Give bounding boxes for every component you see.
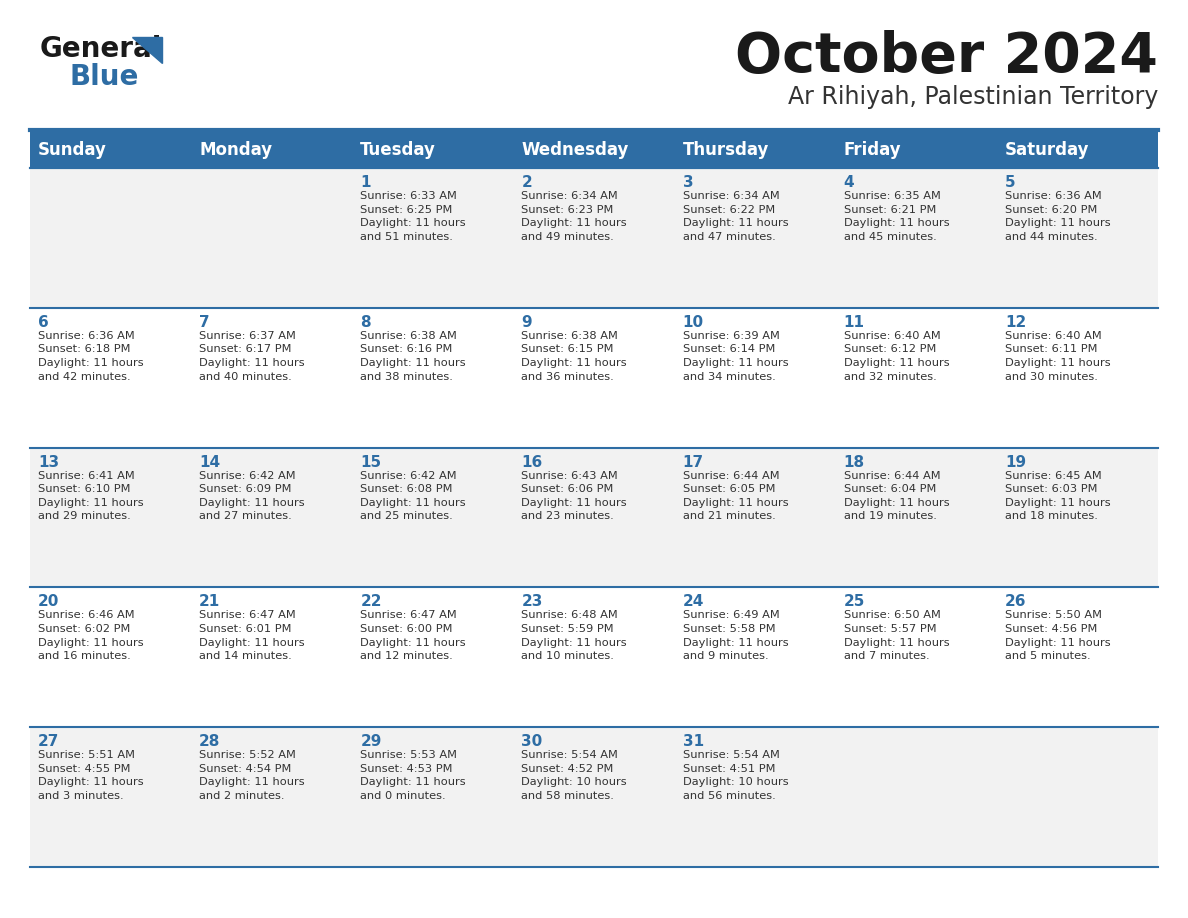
- Text: 30: 30: [522, 734, 543, 749]
- Text: 5: 5: [1005, 175, 1016, 190]
- Text: 9: 9: [522, 315, 532, 330]
- Text: 27: 27: [38, 734, 59, 749]
- Text: 13: 13: [38, 454, 59, 470]
- Text: 24: 24: [683, 594, 704, 610]
- Text: 8: 8: [360, 315, 371, 330]
- Text: Sunrise: 6:44 AM
Sunset: 6:04 PM
Daylight: 11 hours
and 19 minutes.: Sunrise: 6:44 AM Sunset: 6:04 PM Dayligh…: [843, 471, 949, 521]
- Bar: [30, 308, 1158, 448]
- Text: Sunrise: 6:38 AM
Sunset: 6:15 PM
Daylight: 11 hours
and 36 minutes.: Sunrise: 6:38 AM Sunset: 6:15 PM Dayligh…: [522, 330, 627, 382]
- Text: Wednesday: Wednesday: [522, 141, 628, 159]
- Text: Sunrise: 6:34 AM
Sunset: 6:23 PM
Daylight: 11 hours
and 49 minutes.: Sunrise: 6:34 AM Sunset: 6:23 PM Dayligh…: [522, 191, 627, 241]
- Text: Sunrise: 6:47 AM
Sunset: 6:00 PM
Daylight: 11 hours
and 12 minutes.: Sunrise: 6:47 AM Sunset: 6:00 PM Dayligh…: [360, 610, 466, 661]
- Text: 17: 17: [683, 454, 703, 470]
- Text: 21: 21: [200, 594, 221, 610]
- Bar: [30, 588, 1158, 727]
- Text: Thursday: Thursday: [683, 141, 769, 159]
- Text: General: General: [40, 35, 163, 63]
- Text: 19: 19: [1005, 454, 1026, 470]
- Polygon shape: [132, 37, 162, 63]
- Text: Sunrise: 6:46 AM
Sunset: 6:02 PM
Daylight: 11 hours
and 16 minutes.: Sunrise: 6:46 AM Sunset: 6:02 PM Dayligh…: [38, 610, 144, 661]
- Text: Sunrise: 6:38 AM
Sunset: 6:16 PM
Daylight: 11 hours
and 38 minutes.: Sunrise: 6:38 AM Sunset: 6:16 PM Dayligh…: [360, 330, 466, 382]
- Text: Saturday: Saturday: [1005, 141, 1089, 159]
- Text: Sunrise: 6:42 AM
Sunset: 6:08 PM
Daylight: 11 hours
and 25 minutes.: Sunrise: 6:42 AM Sunset: 6:08 PM Dayligh…: [360, 471, 466, 521]
- Text: Friday: Friday: [843, 141, 902, 159]
- Text: 22: 22: [360, 594, 381, 610]
- Text: 23: 23: [522, 594, 543, 610]
- Text: Sunrise: 5:52 AM
Sunset: 4:54 PM
Daylight: 11 hours
and 2 minutes.: Sunrise: 5:52 AM Sunset: 4:54 PM Dayligh…: [200, 750, 305, 801]
- Text: Sunrise: 6:48 AM
Sunset: 5:59 PM
Daylight: 11 hours
and 10 minutes.: Sunrise: 6:48 AM Sunset: 5:59 PM Dayligh…: [522, 610, 627, 661]
- Text: Sunrise: 6:40 AM
Sunset: 6:11 PM
Daylight: 11 hours
and 30 minutes.: Sunrise: 6:40 AM Sunset: 6:11 PM Dayligh…: [1005, 330, 1111, 382]
- Text: Sunrise: 6:50 AM
Sunset: 5:57 PM
Daylight: 11 hours
and 7 minutes.: Sunrise: 6:50 AM Sunset: 5:57 PM Dayligh…: [843, 610, 949, 661]
- Text: Sunrise: 6:40 AM
Sunset: 6:12 PM
Daylight: 11 hours
and 32 minutes.: Sunrise: 6:40 AM Sunset: 6:12 PM Dayligh…: [843, 330, 949, 382]
- Text: Sunrise: 6:37 AM
Sunset: 6:17 PM
Daylight: 11 hours
and 40 minutes.: Sunrise: 6:37 AM Sunset: 6:17 PM Dayligh…: [200, 330, 305, 382]
- Text: 6: 6: [38, 315, 49, 330]
- Text: Sunrise: 5:51 AM
Sunset: 4:55 PM
Daylight: 11 hours
and 3 minutes.: Sunrise: 5:51 AM Sunset: 4:55 PM Dayligh…: [38, 750, 144, 801]
- Text: 1: 1: [360, 175, 371, 190]
- Text: 7: 7: [200, 315, 210, 330]
- Text: 12: 12: [1005, 315, 1026, 330]
- Text: Ar Rihiyah, Palestinian Territory: Ar Rihiyah, Palestinian Territory: [788, 85, 1158, 109]
- Text: 11: 11: [843, 315, 865, 330]
- Text: Sunrise: 5:50 AM
Sunset: 4:56 PM
Daylight: 11 hours
and 5 minutes.: Sunrise: 5:50 AM Sunset: 4:56 PM Dayligh…: [1005, 610, 1111, 661]
- Text: Sunrise: 6:44 AM
Sunset: 6:05 PM
Daylight: 11 hours
and 21 minutes.: Sunrise: 6:44 AM Sunset: 6:05 PM Dayligh…: [683, 471, 788, 521]
- Text: 28: 28: [200, 734, 221, 749]
- Text: 10: 10: [683, 315, 703, 330]
- Text: Tuesday: Tuesday: [360, 141, 436, 159]
- Text: Sunrise: 6:43 AM
Sunset: 6:06 PM
Daylight: 11 hours
and 23 minutes.: Sunrise: 6:43 AM Sunset: 6:06 PM Dayligh…: [522, 471, 627, 521]
- Text: 4: 4: [843, 175, 854, 190]
- Text: 14: 14: [200, 454, 220, 470]
- Text: Sunrise: 6:36 AM
Sunset: 6:18 PM
Daylight: 11 hours
and 42 minutes.: Sunrise: 6:36 AM Sunset: 6:18 PM Dayligh…: [38, 330, 144, 382]
- Text: 2: 2: [522, 175, 532, 190]
- Text: Sunrise: 6:42 AM
Sunset: 6:09 PM
Daylight: 11 hours
and 27 minutes.: Sunrise: 6:42 AM Sunset: 6:09 PM Dayligh…: [200, 471, 305, 521]
- Text: Sunrise: 6:33 AM
Sunset: 6:25 PM
Daylight: 11 hours
and 51 minutes.: Sunrise: 6:33 AM Sunset: 6:25 PM Dayligh…: [360, 191, 466, 241]
- Bar: [30, 448, 1158, 588]
- Bar: [30, 727, 1158, 867]
- Text: October 2024: October 2024: [735, 30, 1158, 84]
- Text: 25: 25: [843, 594, 865, 610]
- Bar: [30, 132, 1158, 168]
- Text: 20: 20: [38, 594, 59, 610]
- Text: Sunrise: 6:49 AM
Sunset: 5:58 PM
Daylight: 11 hours
and 9 minutes.: Sunrise: 6:49 AM Sunset: 5:58 PM Dayligh…: [683, 610, 788, 661]
- Bar: [30, 168, 1158, 308]
- Text: Sunrise: 6:39 AM
Sunset: 6:14 PM
Daylight: 11 hours
and 34 minutes.: Sunrise: 6:39 AM Sunset: 6:14 PM Dayligh…: [683, 330, 788, 382]
- Text: Sunrise: 6:47 AM
Sunset: 6:01 PM
Daylight: 11 hours
and 14 minutes.: Sunrise: 6:47 AM Sunset: 6:01 PM Dayligh…: [200, 610, 305, 661]
- Text: Sunday: Sunday: [38, 141, 107, 159]
- Text: Sunrise: 6:41 AM
Sunset: 6:10 PM
Daylight: 11 hours
and 29 minutes.: Sunrise: 6:41 AM Sunset: 6:10 PM Dayligh…: [38, 471, 144, 521]
- Text: 26: 26: [1005, 594, 1026, 610]
- Text: 3: 3: [683, 175, 693, 190]
- Text: Monday: Monday: [200, 141, 272, 159]
- Text: 18: 18: [843, 454, 865, 470]
- Text: 15: 15: [360, 454, 381, 470]
- Text: Sunrise: 6:36 AM
Sunset: 6:20 PM
Daylight: 11 hours
and 44 minutes.: Sunrise: 6:36 AM Sunset: 6:20 PM Dayligh…: [1005, 191, 1111, 241]
- Text: Sunrise: 6:35 AM
Sunset: 6:21 PM
Daylight: 11 hours
and 45 minutes.: Sunrise: 6:35 AM Sunset: 6:21 PM Dayligh…: [843, 191, 949, 241]
- Text: Sunrise: 6:34 AM
Sunset: 6:22 PM
Daylight: 11 hours
and 47 minutes.: Sunrise: 6:34 AM Sunset: 6:22 PM Dayligh…: [683, 191, 788, 241]
- Text: Blue: Blue: [70, 63, 139, 91]
- Text: 29: 29: [360, 734, 381, 749]
- Text: Sunrise: 5:54 AM
Sunset: 4:51 PM
Daylight: 10 hours
and 56 minutes.: Sunrise: 5:54 AM Sunset: 4:51 PM Dayligh…: [683, 750, 788, 801]
- Text: Sunrise: 6:45 AM
Sunset: 6:03 PM
Daylight: 11 hours
and 18 minutes.: Sunrise: 6:45 AM Sunset: 6:03 PM Dayligh…: [1005, 471, 1111, 521]
- Text: Sunrise: 5:53 AM
Sunset: 4:53 PM
Daylight: 11 hours
and 0 minutes.: Sunrise: 5:53 AM Sunset: 4:53 PM Dayligh…: [360, 750, 466, 801]
- Text: 31: 31: [683, 734, 703, 749]
- Text: Sunrise: 5:54 AM
Sunset: 4:52 PM
Daylight: 10 hours
and 58 minutes.: Sunrise: 5:54 AM Sunset: 4:52 PM Dayligh…: [522, 750, 627, 801]
- Text: 16: 16: [522, 454, 543, 470]
